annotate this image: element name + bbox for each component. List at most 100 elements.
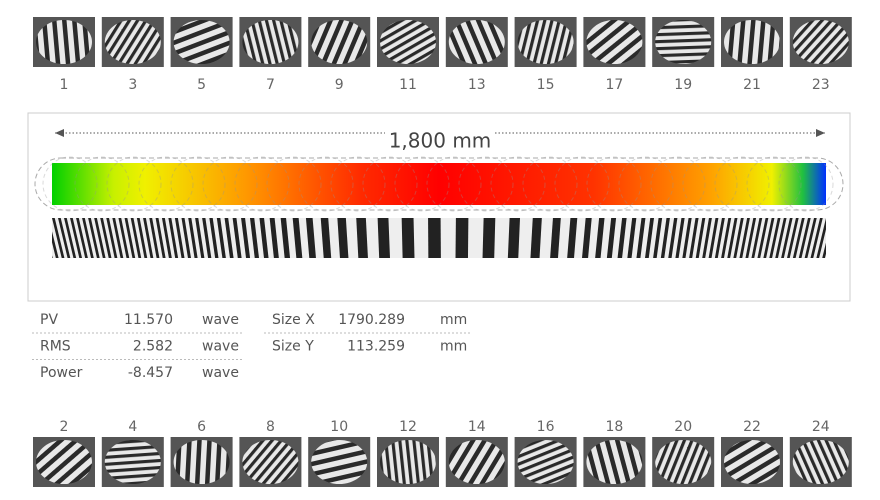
thumbnail[interactable] bbox=[445, 437, 508, 487]
thumbnail-label: 24 bbox=[812, 419, 830, 435]
fringe bbox=[787, 218, 799, 258]
fringe bbox=[52, 218, 65, 258]
thumbnail-fringes bbox=[517, 440, 574, 484]
subaperture bbox=[138, 156, 194, 212]
fringe bbox=[305, 218, 316, 258]
thumbnail-label: 23 bbox=[812, 77, 830, 93]
thumbnail-label: 13 bbox=[468, 77, 486, 93]
thumbnail[interactable] bbox=[721, 17, 783, 67]
thumbnail-label: 22 bbox=[743, 419, 761, 435]
fringe bbox=[769, 218, 781, 258]
fringe bbox=[130, 218, 142, 258]
thumbnail[interactable] bbox=[789, 17, 852, 67]
subaperture bbox=[682, 156, 738, 212]
fringe bbox=[224, 218, 234, 258]
fringe bbox=[636, 218, 646, 258]
thumbnail[interactable] bbox=[33, 437, 95, 487]
thumbnail[interactable] bbox=[239, 437, 302, 487]
thumbnail-fringes bbox=[448, 20, 505, 64]
subaperture bbox=[234, 156, 290, 212]
thumbnail-fringes bbox=[36, 440, 92, 484]
subaperture bbox=[746, 156, 802, 212]
thumbnail-label: 16 bbox=[537, 419, 555, 435]
fringe bbox=[455, 218, 469, 258]
fringe bbox=[595, 218, 605, 258]
thumbnail[interactable] bbox=[239, 17, 302, 67]
result-panel bbox=[27, 112, 851, 302]
thumbnail-label: 7 bbox=[266, 77, 275, 93]
thumbnail-fringes bbox=[655, 440, 712, 484]
fringe bbox=[428, 218, 441, 258]
fringe bbox=[143, 218, 154, 258]
subaperture bbox=[74, 156, 130, 212]
stat-value: 11.570 bbox=[124, 312, 173, 328]
thumbnail[interactable] bbox=[652, 437, 715, 487]
thumbnail[interactable] bbox=[583, 17, 646, 67]
fringe bbox=[653, 218, 663, 258]
fringe bbox=[106, 218, 118, 258]
thumbnail[interactable] bbox=[652, 17, 715, 67]
subaperture bbox=[426, 156, 482, 212]
fringe bbox=[94, 218, 106, 258]
fringe bbox=[550, 218, 561, 258]
fringe bbox=[241, 218, 251, 258]
thumbnail[interactable] bbox=[101, 17, 164, 67]
thumbnail[interactable] bbox=[308, 437, 371, 487]
subaperture bbox=[362, 156, 418, 212]
fringe bbox=[530, 218, 542, 258]
fringe bbox=[232, 218, 242, 258]
subaperture bbox=[106, 156, 162, 212]
thumbnail[interactable] bbox=[170, 437, 233, 487]
fringe bbox=[216, 218, 226, 258]
thumbnail-fringes bbox=[792, 20, 849, 64]
thumbnail-label: 17 bbox=[605, 77, 623, 93]
thumbnail[interactable] bbox=[33, 17, 95, 67]
stat-unit: wave bbox=[202, 312, 239, 328]
fringe bbox=[88, 218, 100, 258]
fringe bbox=[70, 218, 83, 258]
subaperture-circles bbox=[42, 156, 834, 212]
thumbnail[interactable] bbox=[101, 437, 164, 487]
fringe bbox=[689, 218, 699, 258]
subaperture bbox=[266, 156, 322, 212]
thumbnail[interactable] bbox=[583, 437, 646, 487]
fringe bbox=[810, 218, 823, 258]
fringe bbox=[124, 218, 136, 258]
thumbnail-fringes bbox=[104, 20, 161, 64]
fringe bbox=[792, 218, 805, 258]
subaperture bbox=[298, 156, 354, 212]
subaperture bbox=[42, 156, 98, 212]
fringe bbox=[645, 218, 655, 258]
fringe bbox=[161, 218, 172, 258]
fringe bbox=[822, 242, 826, 258]
thumbnail-label: 8 bbox=[266, 419, 275, 435]
thumbnail[interactable] bbox=[721, 437, 783, 487]
subaperture bbox=[586, 156, 642, 212]
fringe bbox=[507, 218, 521, 258]
thumbnail[interactable] bbox=[445, 17, 508, 67]
fringe bbox=[174, 218, 185, 258]
thumbnail-label: 6 bbox=[197, 419, 206, 435]
thumbnail[interactable] bbox=[789, 437, 852, 487]
fringe bbox=[721, 218, 732, 258]
fringe bbox=[682, 218, 692, 258]
stat-unit: wave bbox=[202, 339, 239, 355]
thumbnail[interactable] bbox=[170, 17, 233, 67]
thumbnail-fringes bbox=[655, 20, 712, 64]
fringe bbox=[695, 218, 706, 258]
thumbnail[interactable] bbox=[377, 437, 439, 487]
fringe bbox=[582, 218, 592, 258]
fringe bbox=[401, 218, 415, 258]
fringe bbox=[181, 218, 191, 258]
thumbnail-fringes bbox=[242, 440, 299, 484]
subaperture bbox=[394, 156, 450, 212]
stat-name: Power bbox=[40, 365, 83, 381]
subaperture bbox=[490, 156, 546, 212]
thumbnail-label: 1 bbox=[60, 77, 69, 93]
thumbnail[interactable] bbox=[308, 17, 371, 67]
thumbnail[interactable] bbox=[514, 437, 577, 487]
thumbnail[interactable] bbox=[514, 17, 577, 67]
fringe bbox=[733, 218, 744, 258]
thumbnail[interactable] bbox=[377, 17, 439, 67]
fringe bbox=[714, 218, 725, 258]
